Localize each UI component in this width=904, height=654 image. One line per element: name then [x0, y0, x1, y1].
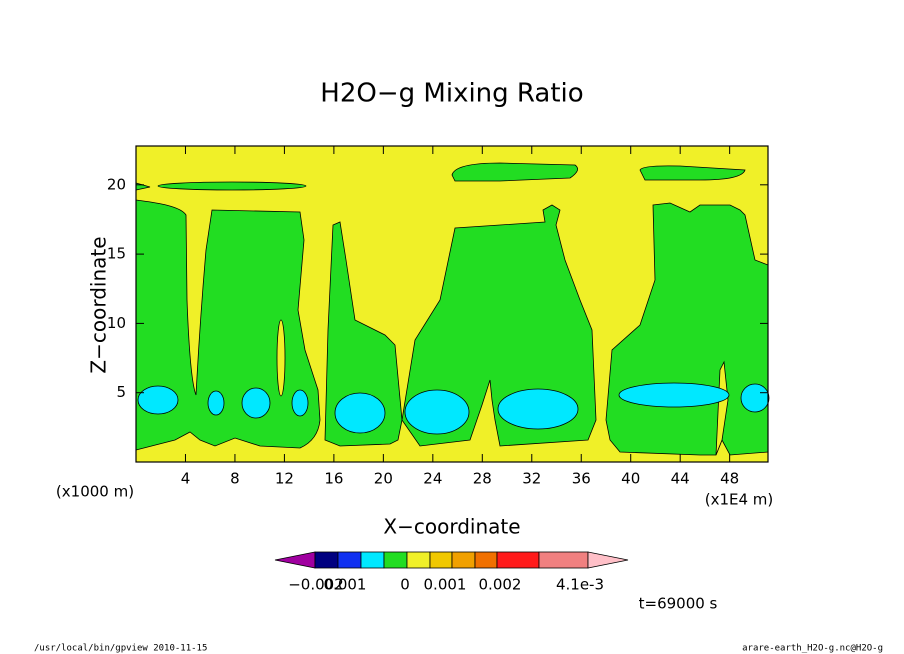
colorbar-segment [451, 551, 476, 569]
x-tick-label: 20 [374, 470, 393, 488]
x-tick-label: 44 [671, 470, 690, 488]
colorbar-label: 0 [400, 576, 410, 594]
contour-region [401, 204, 597, 447]
contour-region [404, 389, 470, 435]
colorbar-segment [383, 551, 408, 569]
x-tick-label: 48 [720, 470, 739, 488]
colorbar-segment [496, 551, 540, 569]
colorbar-label: −0.002 [288, 576, 344, 594]
contour-region [207, 390, 225, 416]
colorbar-label: 0.001 [324, 576, 367, 594]
y-tick-label: 15 [107, 245, 126, 263]
contour-region [135, 199, 321, 451]
x-tick-label: 16 [324, 470, 343, 488]
footer-left: /usr/local/bin/gpview 2010-11-15 [34, 644, 207, 654]
contour-region [157, 181, 307, 191]
contour-region [715, 360, 729, 456]
x-tick-label: 32 [522, 470, 541, 488]
contour-field [135, 145, 770, 463]
colorbar-segment [360, 551, 385, 569]
x-tick-label: 4 [181, 470, 191, 488]
colorbar-label: 4.1e-3 [556, 576, 604, 594]
colorbar-segment [406, 551, 431, 569]
colorbar-label: 0.001 [424, 576, 467, 594]
contour-region [324, 221, 403, 447]
contour-region [291, 389, 309, 417]
y-tick-label: 10 [107, 314, 126, 332]
contour-region [639, 165, 746, 181]
footer-right: arare-earth_H2O-g.nc@H2O-g [742, 644, 883, 654]
colorbar-segment [314, 551, 339, 569]
contour-region [276, 319, 286, 397]
contour-region [451, 162, 578, 182]
x-tick-label: 28 [473, 470, 492, 488]
x-tick-label: 12 [275, 470, 294, 488]
colorbar-label: 0.002 [479, 576, 522, 594]
colorbar-triangle [274, 551, 316, 569]
y-tick-label: 5 [116, 383, 126, 401]
colorbar-segment [474, 551, 498, 569]
contour-region [137, 385, 179, 415]
x-axis-label: X−coordinate [383, 515, 520, 539]
chart-title: H2O−g Mixing Ratio [320, 79, 583, 109]
x-tick-label: 8 [230, 470, 240, 488]
contour-region [497, 388, 579, 430]
time-label: t=69000 s [639, 595, 718, 613]
y-tick-label: 20 [107, 175, 126, 193]
colorbar-segment [337, 551, 362, 569]
x-tick-label: 40 [621, 470, 640, 488]
plot-frame [135, 145, 769, 463]
contour-region [618, 382, 730, 408]
contour-region [740, 383, 770, 413]
x-unit-label: (x1E4 m) [705, 491, 774, 509]
colorbar-segment [538, 551, 589, 569]
colorbar-triangle [587, 551, 629, 569]
x-tick-label: 36 [572, 470, 591, 488]
contour-region [241, 387, 271, 419]
contour-region [334, 392, 386, 434]
x-unit-label: (x1000 m) [56, 483, 134, 501]
y-axis-label: Z−coordinate [87, 236, 111, 373]
x-tick-label: 24 [423, 470, 442, 488]
colorbar-segment [429, 551, 453, 569]
